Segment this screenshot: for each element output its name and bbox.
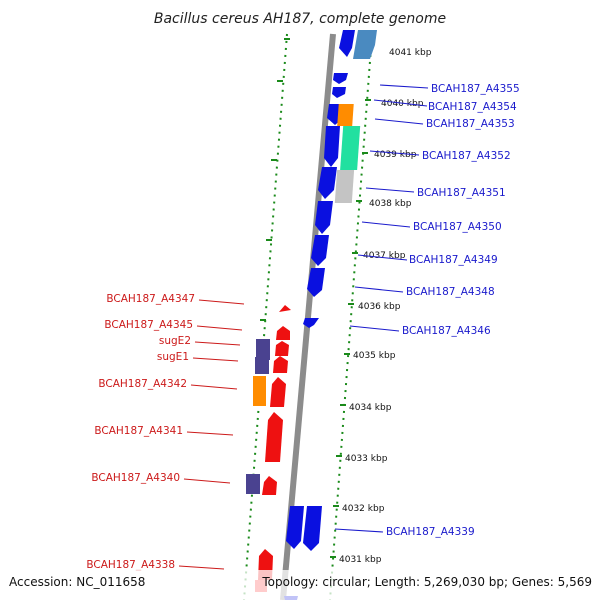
gene-sugE1-purple[interactable]	[255, 357, 269, 374]
gene-bcah187-a4346[interactable]	[303, 318, 319, 328]
scale-label: 4037 kbp	[363, 251, 406, 261]
gene-label-left[interactable]: sugE1	[157, 351, 189, 363]
gene-bcah187-a4354[interactable]	[332, 87, 346, 98]
scale-label: 4031 kbp	[339, 555, 382, 565]
gene-label-left[interactable]: BCAH187_A4347	[106, 293, 195, 305]
gene-bcah187-a4345[interactable]	[276, 326, 290, 340]
scale-label: 4039 kbp	[374, 150, 417, 160]
gene-bcah187-a4347[interactable]	[279, 305, 291, 312]
gene-top-blue[interactable]	[339, 30, 355, 57]
accession-text: Accession: NC_011658	[9, 575, 145, 589]
map-title: Bacillus cereus AH187, complete genome	[154, 11, 446, 27]
scale-label: 4034 kbp	[349, 403, 392, 413]
gene-bcah187-a4348[interactable]	[307, 268, 325, 297]
gene-bcah187-a4341[interactable]	[265, 412, 283, 462]
scale-label: 4038 kbp	[369, 199, 412, 209]
gene-bcah187-a4339-b[interactable]	[303, 506, 322, 551]
reverse-strand-genes	[246, 305, 291, 580]
gene-label-right[interactable]: BCAH187_A4349	[409, 254, 498, 266]
footer-backdrop	[0, 570, 600, 600]
gene-bcah187-a4355[interactable]	[333, 73, 348, 84]
gene-label-right[interactable]: BCAH187_A4346	[402, 325, 491, 337]
gene-label-right[interactable]: BCAH187_A4339	[386, 526, 475, 538]
gene-label-right[interactable]: BCAH187_A4348	[406, 286, 495, 298]
gene-label-left[interactable]: BCAH187_A4340	[91, 472, 180, 484]
gene-bcah187-a4351-part[interactable]	[318, 167, 337, 199]
gene-bcah187-a4352[interactable]	[340, 126, 361, 170]
gene-label-right[interactable]: BCAH187_A4352	[422, 150, 511, 162]
scale-label: 4040 kbp	[381, 99, 424, 109]
gene-sugE1[interactable]	[273, 356, 288, 373]
gene-label-right[interactable]: BCAH187_A4350	[413, 221, 502, 233]
scale-label: 4036 kbp	[358, 302, 401, 312]
gene-top-steel[interactable]	[353, 30, 377, 59]
gene-bcah187-a4351[interactable]	[334, 170, 355, 203]
scale-label: 4032 kbp	[342, 504, 385, 514]
gene-bcah187-a4352-part[interactable]	[324, 126, 340, 167]
gene-bcah187-a4340[interactable]	[262, 476, 277, 495]
forward-strand-genes	[284, 30, 377, 600]
scale-label: 4041 kbp	[389, 48, 432, 58]
scale-label: 4035 kbp	[353, 351, 396, 361]
gene-bcah187-a4339-a[interactable]	[286, 506, 304, 549]
gene-label-left[interactable]: sugE2	[159, 335, 191, 347]
gene-bcah187-a4350[interactable]	[315, 201, 333, 234]
gene-bcah187-a4340-purple[interactable]	[246, 474, 260, 494]
scale-label: 4033 kbp	[345, 454, 388, 464]
gene-label-left[interactable]: BCAH187_A4345	[104, 319, 193, 331]
gene-sugE2[interactable]	[275, 341, 289, 356]
gene-label-left[interactable]: BCAH187_A4338	[86, 559, 175, 571]
scale-labels: 4041 kbp 4040 kbp 4039 kbp 4038 kbp 4037…	[339, 48, 432, 565]
gene-label-left[interactable]: BCAH187_A4341	[94, 425, 183, 437]
left-gene-labels: BCAH187_A4347 BCAH187_A4345 sugE2 sugE1 …	[86, 293, 245, 571]
gene-bcah187-a4353[interactable]	[337, 104, 354, 126]
genome-backbone	[280, 33, 336, 600]
gene-bcah187-a4349[interactable]	[311, 235, 329, 266]
inner-tick-ring	[243, 33, 288, 600]
gene-label-right[interactable]: BCAH187_A4354	[428, 101, 517, 113]
right-gene-labels: BCAH187_A4355 BCAH187_A4354 BCAH187_A435…	[334, 83, 520, 538]
gene-label-right[interactable]: BCAH187_A4351	[417, 187, 506, 199]
gene-sugE2-purple[interactable]	[256, 339, 270, 360]
gene-label-right[interactable]: BCAH187_A4353	[426, 118, 515, 130]
gene-bcah187-a4342[interactable]	[253, 376, 266, 406]
topology-text: Topology: circular; Length: 5,269,030 bp…	[261, 575, 592, 589]
gene-label-right[interactable]: BCAH187_A4355	[431, 83, 520, 95]
gene-label-left[interactable]: BCAH187_A4342	[98, 378, 187, 390]
footer-gene-stub	[255, 580, 267, 592]
gene-bcah187-a4342-red[interactable]	[270, 377, 286, 407]
